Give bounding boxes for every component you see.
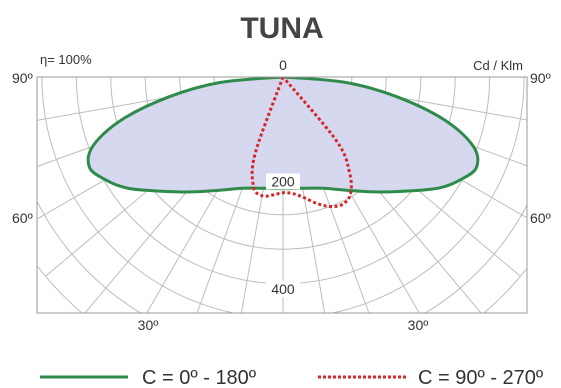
angle-label-60-right: 60º bbox=[530, 210, 551, 226]
radial-tick-bg-400 bbox=[266, 280, 300, 297]
angle-label-30-left: 30º bbox=[138, 317, 159, 333]
curve-c90-270 bbox=[250, 77, 353, 209]
angle-label-30-right: 30º bbox=[408, 317, 429, 333]
radial-tick-bg-200 bbox=[266, 173, 300, 190]
radial-ticks: 200 400 bbox=[266, 173, 300, 297]
angle-label-60-left: 60º bbox=[12, 210, 33, 226]
legend-label-c90-270: C = 90º - 270º bbox=[418, 367, 544, 388]
unit-label: Cd / Klm bbox=[473, 58, 523, 73]
chart-title: TUNA bbox=[240, 12, 323, 45]
angle-label-90-left: 90º bbox=[12, 70, 33, 86]
angle-label-0: 0 bbox=[279, 57, 287, 73]
legend: C = 0º - 180º C = 90º - 270º bbox=[40, 367, 544, 388]
radial-tick-label-400: 400 bbox=[271, 281, 295, 297]
angle-label-90-right: 90º bbox=[530, 70, 551, 86]
legend-label-c0-180: C = 0º - 180º bbox=[142, 367, 257, 388]
efficiency-label: η= 100% bbox=[40, 52, 92, 67]
plot-frame bbox=[36, 76, 528, 314]
radial-tick-label-200: 200 bbox=[271, 173, 295, 189]
